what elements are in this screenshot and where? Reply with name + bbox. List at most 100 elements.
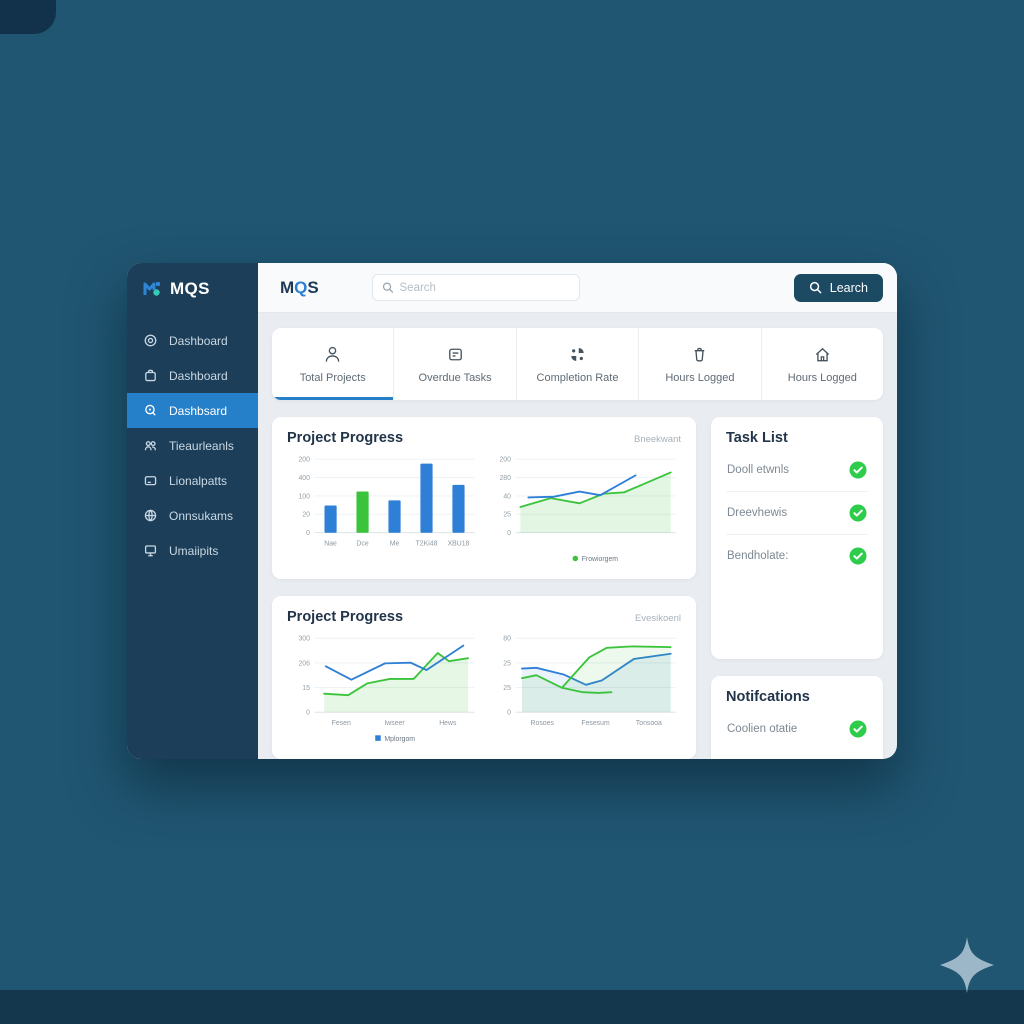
svg-text:Nae: Nae: [324, 541, 337, 548]
notification-label: Coolien otatie: [727, 723, 798, 735]
svg-text:40: 40: [503, 493, 511, 500]
app-window: MQS Dashboard Dashboard Dashbsard Tieaur…: [127, 263, 897, 759]
stat-card-hours-logged-1[interactable]: Hours Logged: [639, 328, 762, 400]
stat-card-completion-rate[interactable]: Completion Rate: [517, 328, 640, 400]
task-row[interactable]: Bendholate:: [726, 535, 868, 577]
svg-text:Mplorgom: Mplorgom: [384, 736, 415, 743]
card-header: Project Progress Evesikoenl: [287, 609, 681, 625]
svg-text:20: 20: [302, 512, 310, 519]
card-tag: Bneekwant: [633, 434, 681, 445]
pie-pieces-icon: [571, 348, 584, 361]
sidebar-item-label: Dashbsard: [169, 403, 228, 418]
check-circle-icon[interactable]: [849, 720, 867, 738]
svg-text:T2Ki48: T2Ki48: [416, 541, 438, 548]
right-column: Task List Dooll etwnls Dreevhewis Bendho…: [711, 417, 883, 759]
svg-text:25: 25: [503, 660, 511, 667]
mqs-logo-icon: [143, 282, 160, 296]
sidebar-item-label: Onnsukams: [169, 508, 234, 523]
check-circle-icon[interactable]: [849, 504, 867, 522]
stat-label: Overdue Tasks: [418, 372, 492, 384]
svg-text:Dce: Dce: [356, 541, 368, 548]
task-row[interactable]: Dreevhewis: [726, 492, 868, 535]
sidebar-item-onnsukams[interactable]: Onnsukams: [127, 498, 258, 533]
svg-text:Frowiorgem: Frowiorgem: [582, 556, 619, 563]
project-progress-card-2: Project Progress Evesikoenl 300 206 15 0 Fes…: [272, 596, 696, 759]
svg-text:206: 206: [298, 660, 310, 667]
svg-text:80: 80: [503, 636, 511, 643]
line-chart: 80 25 25 0 Rosoes Fesesum Tonsooa: [488, 629, 681, 751]
sidebar-item-umaiipits[interactable]: Umaiipits: [127, 533, 258, 568]
check-circle-icon[interactable]: [849, 461, 867, 479]
pin-icon: [143, 403, 158, 418]
trash-icon: [695, 347, 705, 362]
logo-letter-m: M: [280, 277, 295, 297]
sidebar: MQS Dashboard Dashboard Dashbsard Tieaur…: [127, 263, 258, 759]
card-icon: [143, 473, 158, 488]
target-icon: [143, 333, 158, 348]
bar-chart: 200 400 100 20 0 Nae Dce Me T2Ki48 XBU18: [287, 450, 480, 571]
globe-icon: [143, 508, 158, 523]
svg-text:400: 400: [298, 475, 310, 482]
svg-text:0: 0: [306, 710, 310, 717]
sidebar-item-label: Umaiipits: [169, 543, 219, 558]
search-icon: [809, 281, 822, 294]
monitor-icon: [143, 543, 158, 558]
content-area: MQS Learch Total Projects Overdue Tasks: [258, 263, 897, 759]
task-label: Dooll etwnls: [727, 464, 789, 476]
briefcase-icon: [143, 368, 158, 383]
topbar: MQS Learch: [258, 263, 897, 313]
check-circle-icon[interactable]: [849, 547, 867, 565]
charts-row: 300 206 15 0 Fesen Iwseer Hews Mplorgom 80 25 25 0…: [287, 629, 681, 751]
search-input[interactable]: [399, 281, 570, 294]
charts-row: 200 400 100 20 0 Nae Dce Me T2Ki48 XBU18 200 280 40…: [287, 450, 681, 571]
card-title: Task List: [726, 430, 788, 446]
task-row[interactable]: Dooll etwnls: [726, 449, 868, 492]
sidebar-item-label: Tieaurleanls: [169, 438, 234, 453]
line-chart: 300 206 15 0 Fesen Iwseer Hews Mplorgom: [287, 629, 480, 751]
card-title: Project Progress: [287, 430, 404, 446]
svg-text:0: 0: [507, 530, 511, 537]
svg-text:25: 25: [503, 685, 511, 692]
stat-card-hours-logged-2[interactable]: Hours Logged: [762, 328, 883, 400]
sidebar-item-label: Dashboard: [169, 333, 228, 348]
sidebar-item-lionalpatts[interactable]: Lionalpatts: [127, 463, 258, 498]
svg-text:200: 200: [499, 457, 511, 464]
svg-text:XBU18: XBU18: [448, 541, 470, 548]
svg-text:200: 200: [298, 457, 310, 464]
stat-card-overdue-tasks[interactable]: Overdue Tasks: [394, 328, 517, 400]
search-button-label: Learch: [829, 280, 868, 295]
stat-label: Hours Logged: [787, 372, 857, 384]
search-button[interactable]: Learch: [793, 273, 883, 302]
notifications-card: Notifcations Coolien otatie: [711, 676, 883, 759]
svg-text:Hews: Hews: [439, 720, 457, 727]
sidebar-item-dashboard-1[interactable]: Dashboard: [127, 323, 258, 358]
dashboard-grid: Project Progress Bneekwant 200 400 100 20 0 N…: [272, 417, 883, 759]
sidebar-item-dashboard-2[interactable]: Dashboard: [127, 358, 258, 393]
home-icon: [815, 347, 829, 362]
user-icon: [325, 346, 340, 362]
task-label: Bendholate:: [727, 550, 789, 562]
svg-text:25: 25: [503, 512, 511, 519]
stat-card-total-projects[interactable]: Total Projects: [272, 328, 395, 400]
svg-text:280: 280: [499, 475, 511, 482]
notification-row[interactable]: Coolien otatie: [726, 708, 868, 750]
svg-text:0: 0: [306, 530, 310, 537]
stat-label: Completion Rate: [536, 372, 619, 384]
main-panel: Total Projects Overdue Tasks Completion …: [258, 313, 897, 759]
background-bottom-band: [0, 990, 1024, 1024]
card-icon: [448, 348, 462, 361]
svg-text:100: 100: [298, 493, 310, 500]
svg-text:Fesen: Fesen: [332, 720, 351, 727]
svg-text:Me: Me: [390, 541, 400, 548]
stat-tabs: Total Projects Overdue Tasks Completion …: [272, 328, 883, 400]
background-corner-accent: [0, 0, 56, 34]
project-progress-card-1: Project Progress Bneekwant 200 400 100 20 0 N…: [272, 417, 696, 579]
svg-text:15: 15: [302, 685, 310, 692]
line-chart: 200 280 40 25 0 Frowiorgem: [488, 450, 681, 571]
sidebar-item-label: Lionalpatts: [169, 473, 228, 488]
card-header: Project Progress Bneekwant: [287, 430, 681, 446]
sidebar-item-dashboard-active[interactable]: Dashbsard: [127, 393, 258, 428]
card-title: Project Progress: [287, 609, 404, 625]
search-box: [371, 274, 580, 301]
sidebar-item-tieaurleanls[interactable]: Tieaurleanls: [127, 428, 258, 463]
